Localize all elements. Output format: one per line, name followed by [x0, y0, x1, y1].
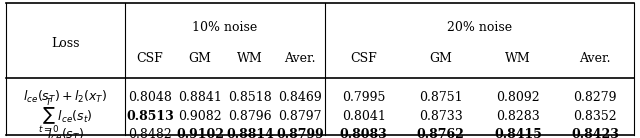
Text: 0.8279: 0.8279 — [573, 91, 617, 104]
Text: WM: WM — [237, 52, 263, 65]
Text: 0.8041: 0.8041 — [342, 110, 386, 123]
Text: CSF: CSF — [136, 52, 163, 65]
Text: CSF: CSF — [350, 52, 377, 65]
Text: 0.9082: 0.9082 — [178, 110, 221, 123]
Text: 20% noise: 20% noise — [447, 21, 512, 34]
Text: $l_{ce}(s_T)$: $l_{ce}(s_T)$ — [47, 127, 84, 138]
Text: 0.8513: 0.8513 — [126, 110, 173, 123]
Text: 0.8797: 0.8797 — [278, 110, 322, 123]
Text: GM: GM — [429, 52, 452, 65]
Text: 0.8283: 0.8283 — [496, 110, 540, 123]
Text: Aver.: Aver. — [579, 52, 611, 65]
Text: 0.8469: 0.8469 — [278, 91, 322, 104]
Text: Aver.: Aver. — [284, 52, 316, 65]
Text: 10% noise: 10% noise — [193, 21, 257, 34]
Text: 0.9102: 0.9102 — [176, 128, 224, 138]
Text: WM: WM — [505, 52, 531, 65]
Text: 0.8083: 0.8083 — [340, 128, 388, 138]
Text: 0.8841: 0.8841 — [178, 91, 222, 104]
Text: 0.8762: 0.8762 — [417, 128, 465, 138]
Text: 0.8814: 0.8814 — [226, 128, 274, 138]
Text: 0.8092: 0.8092 — [496, 91, 540, 104]
Text: 0.8415: 0.8415 — [494, 128, 542, 138]
Text: 0.7995: 0.7995 — [342, 91, 385, 104]
Text: 0.8751: 0.8751 — [419, 91, 463, 104]
Text: 0.8733: 0.8733 — [419, 110, 463, 123]
Text: 0.8796: 0.8796 — [228, 110, 272, 123]
Text: 0.8423: 0.8423 — [571, 128, 619, 138]
Text: 0.8518: 0.8518 — [228, 91, 272, 104]
Text: $l_{ce}(s_T) + l_2(x_T)$: $l_{ce}(s_T) + l_2(x_T)$ — [23, 89, 108, 105]
Text: 0.8048: 0.8048 — [128, 91, 172, 104]
Text: 0.8799: 0.8799 — [276, 128, 324, 138]
Text: 0.8482: 0.8482 — [128, 128, 172, 138]
Text: $\sum_{t=0}^{T} l_{ce}(s_t)$: $\sum_{t=0}^{T} l_{ce}(s_t)$ — [38, 97, 93, 136]
Text: GM: GM — [189, 52, 211, 65]
Text: Loss: Loss — [51, 37, 80, 50]
Text: 0.8352: 0.8352 — [573, 110, 617, 123]
